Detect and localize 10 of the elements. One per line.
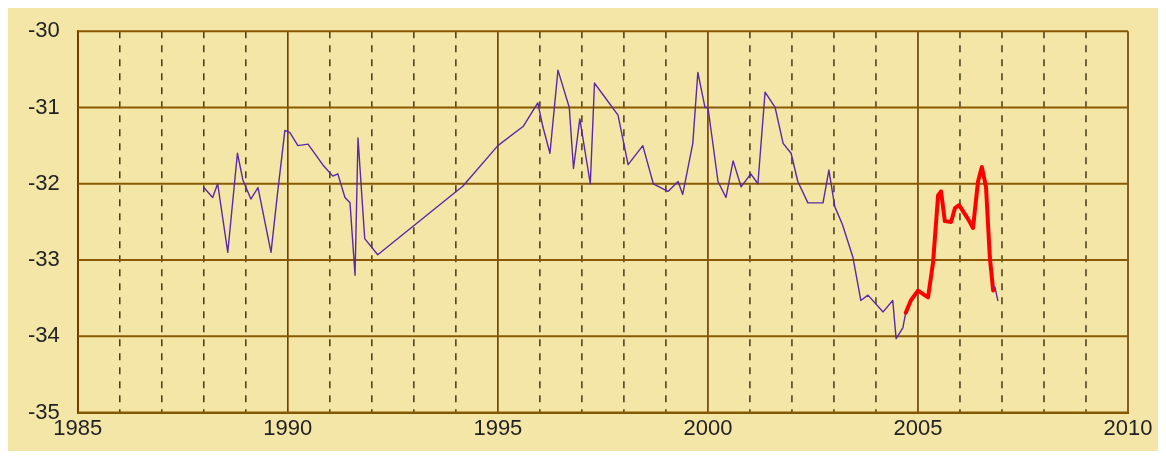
x-tick-label: 1990 (263, 414, 313, 440)
y-tick-label: -31 (28, 93, 60, 119)
y-tick-label: -34 (28, 322, 60, 348)
x-tick-label: 1995 (473, 414, 523, 440)
x-tick-label: 2000 (683, 414, 733, 440)
y-tick-label: -33 (28, 246, 60, 272)
y-tick-label: -32 (28, 169, 60, 195)
x-tick-label: 2005 (893, 414, 943, 440)
x-tick-label: 2010 (1103, 414, 1153, 440)
y-tick-label: -30 (28, 17, 60, 43)
